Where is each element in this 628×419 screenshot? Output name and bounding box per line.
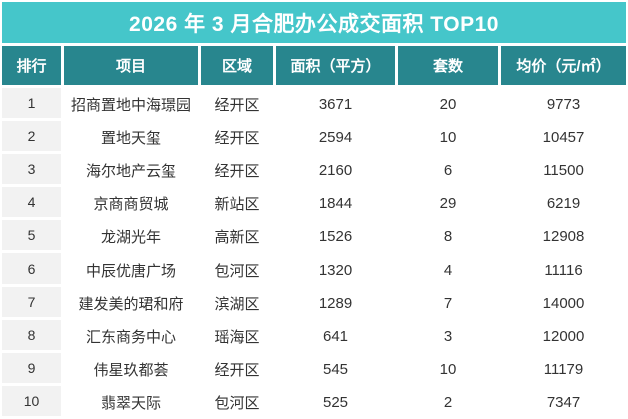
district-cell: 新站区 bbox=[201, 187, 273, 221]
price-cell: 14000 bbox=[501, 286, 626, 320]
column-header-rank: 排行 bbox=[2, 46, 61, 85]
rank-cell: 9 bbox=[2, 352, 61, 386]
area-cell: 641 bbox=[276, 319, 395, 353]
column-header-district: 区域 bbox=[201, 46, 273, 85]
table-header-row: 排行 项目 区域 面积（平方） 套数 均价（元/㎡） bbox=[2, 46, 626, 85]
units-cell: 2 bbox=[398, 385, 498, 419]
area-cell: 2594 bbox=[276, 121, 395, 155]
project-cell: 翡翠天际 bbox=[64, 385, 198, 419]
column-header-units: 套数 bbox=[398, 46, 498, 85]
units-cell: 10 bbox=[398, 352, 498, 386]
price-cell: 11179 bbox=[501, 352, 626, 386]
area-cell: 545 bbox=[276, 352, 395, 386]
area-cell: 1526 bbox=[276, 220, 395, 254]
rank-cell: 3 bbox=[2, 154, 61, 188]
area-cell: 1289 bbox=[276, 286, 395, 320]
price-cell: 9773 bbox=[501, 88, 626, 122]
district-cell: 瑶海区 bbox=[201, 319, 273, 353]
table-row: 4 京商商贸城 新站区 1844 29 6219 bbox=[2, 187, 626, 221]
units-cell: 3 bbox=[398, 319, 498, 353]
district-cell: 包河区 bbox=[201, 385, 273, 419]
price-cell: 6219 bbox=[501, 187, 626, 221]
rank-cell: 7 bbox=[2, 286, 61, 320]
column-header-area: 面积（平方） bbox=[276, 46, 395, 85]
units-cell: 20 bbox=[398, 88, 498, 122]
project-cell: 汇东商务中心 bbox=[64, 319, 198, 353]
column-header-price: 均价（元/㎡） bbox=[501, 46, 626, 85]
project-cell: 建发美的珺和府 bbox=[64, 286, 198, 320]
project-cell: 伟星玖都荟 bbox=[64, 352, 198, 386]
table-row: 6 中辰优唐广场 包河区 1320 4 11116 bbox=[2, 253, 626, 287]
area-cell: 1844 bbox=[276, 187, 395, 221]
table-row: 7 建发美的珺和府 滨湖区 1289 7 14000 bbox=[2, 286, 626, 320]
price-cell: 11116 bbox=[501, 253, 626, 287]
rank-cell: 1 bbox=[2, 88, 61, 122]
rank-cell: 8 bbox=[2, 319, 61, 353]
area-cell: 2160 bbox=[276, 154, 395, 188]
project-cell: 龙湖光年 bbox=[64, 220, 198, 254]
district-cell: 滨湖区 bbox=[201, 286, 273, 320]
price-cell: 12908 bbox=[501, 220, 626, 254]
district-cell: 经开区 bbox=[201, 154, 273, 188]
district-cell: 高新区 bbox=[201, 220, 273, 254]
units-cell: 6 bbox=[398, 154, 498, 188]
price-cell: 7347 bbox=[501, 385, 626, 419]
units-cell: 10 bbox=[398, 121, 498, 155]
table-body: 1 招商置地中海璟园 经开区 3671 20 9773 2 置地天玺 经开区 2… bbox=[2, 88, 626, 419]
table-row: 3 海尔地产云玺 经开区 2160 6 11500 bbox=[2, 154, 626, 188]
page-title: 2026 年 3 月合肥办公成交面积 TOP10 bbox=[2, 2, 626, 43]
units-cell: 7 bbox=[398, 286, 498, 320]
area-cell: 1320 bbox=[276, 253, 395, 287]
price-cell: 12000 bbox=[501, 319, 626, 353]
rank-cell: 5 bbox=[2, 220, 61, 254]
district-cell: 经开区 bbox=[201, 121, 273, 155]
project-cell: 置地天玺 bbox=[64, 121, 198, 155]
table-row: 2 置地天玺 经开区 2594 10 10457 bbox=[2, 121, 626, 155]
table-row: 8 汇东商务中心 瑶海区 641 3 12000 bbox=[2, 319, 626, 353]
district-cell: 包河区 bbox=[201, 253, 273, 287]
table-row: 5 龙湖光年 高新区 1526 8 12908 bbox=[2, 220, 626, 254]
table-row: 1 招商置地中海璟园 经开区 3671 20 9773 bbox=[2, 88, 626, 122]
district-cell: 经开区 bbox=[201, 88, 273, 122]
rank-cell: 2 bbox=[2, 121, 61, 155]
price-cell: 10457 bbox=[501, 121, 626, 155]
price-cell: 11500 bbox=[501, 154, 626, 188]
area-cell: 525 bbox=[276, 385, 395, 419]
units-cell: 29 bbox=[398, 187, 498, 221]
project-cell: 中辰优唐广场 bbox=[64, 253, 198, 287]
rank-cell: 6 bbox=[2, 253, 61, 287]
table-row: 10 翡翠天际 包河区 525 2 7347 bbox=[2, 385, 626, 419]
project-cell: 海尔地产云玺 bbox=[64, 154, 198, 188]
district-cell: 经开区 bbox=[201, 352, 273, 386]
rank-cell: 10 bbox=[2, 385, 61, 419]
rank-cell: 4 bbox=[2, 187, 61, 221]
table-row: 9 伟星玖都荟 经开区 545 10 11179 bbox=[2, 352, 626, 386]
project-cell: 招商置地中海璟园 bbox=[64, 88, 198, 122]
project-cell: 京商商贸城 bbox=[64, 187, 198, 221]
area-cell: 3671 bbox=[276, 88, 395, 122]
units-cell: 4 bbox=[398, 253, 498, 287]
column-header-project: 项目 bbox=[64, 46, 198, 85]
units-cell: 8 bbox=[398, 220, 498, 254]
